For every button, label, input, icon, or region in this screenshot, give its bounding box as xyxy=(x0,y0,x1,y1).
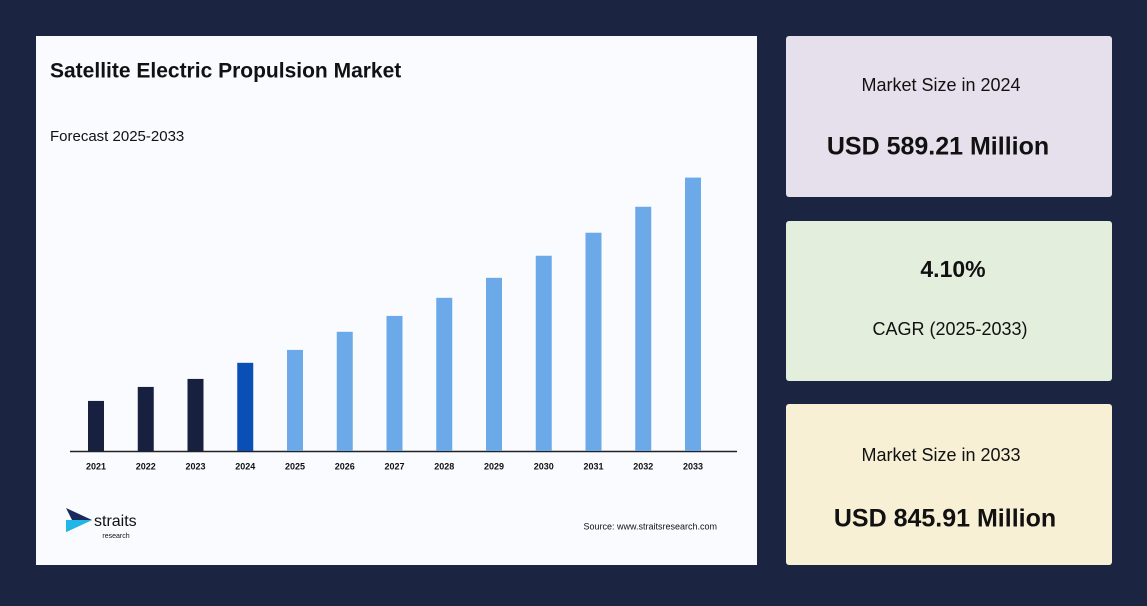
card-label: CAGR (2025-2033) xyxy=(872,319,1027,339)
x-tick-label: 2028 xyxy=(434,461,454,471)
card xyxy=(786,404,1112,565)
card-label: Market Size in 2024 xyxy=(861,75,1020,95)
bar xyxy=(287,349,303,451)
bar xyxy=(585,232,602,451)
x-tick-label: 2026 xyxy=(335,461,355,471)
bar xyxy=(386,315,403,451)
x-tick-label: 2029 xyxy=(484,461,504,471)
card-label: Market Size in 2033 xyxy=(861,445,1020,465)
bar xyxy=(486,277,502,451)
x-tick-label: 2021 xyxy=(86,461,106,471)
x-tick-label: 2022 xyxy=(136,461,156,471)
x-tick-label: 2030 xyxy=(534,461,554,471)
bar xyxy=(635,206,652,451)
logo-mark xyxy=(66,520,92,532)
bar xyxy=(137,386,154,451)
card xyxy=(786,36,1112,197)
card-value: USD 589.21 Million xyxy=(827,133,1049,161)
x-tick-label: 2032 xyxy=(633,461,653,471)
card-value: USD 845.91 Million xyxy=(834,505,1056,533)
logo-tagline: research xyxy=(102,533,129,540)
bar xyxy=(535,255,552,451)
chart-subtitle: Forecast 2025-2033 xyxy=(50,128,184,145)
x-tick-label: 2025 xyxy=(285,461,305,471)
x-tick-label: 2023 xyxy=(185,461,205,471)
x-tick-label: 2027 xyxy=(384,461,404,471)
x-tick-label: 2024 xyxy=(235,461,255,471)
bar xyxy=(237,362,254,451)
source: Source: www.straitsresearch.com xyxy=(583,521,717,531)
bar xyxy=(436,297,453,451)
card-value: 4.10% xyxy=(920,256,985,282)
card xyxy=(786,221,1112,381)
logo-name: straits xyxy=(94,513,137,530)
chart-title: Satellite Electric Propulsion Market xyxy=(50,60,401,83)
x-tick-label: 2031 xyxy=(583,461,603,471)
bar xyxy=(88,400,104,451)
x-tick-label: 2033 xyxy=(683,461,703,471)
bar xyxy=(336,331,353,451)
bar xyxy=(187,378,204,451)
bar xyxy=(685,177,701,451)
